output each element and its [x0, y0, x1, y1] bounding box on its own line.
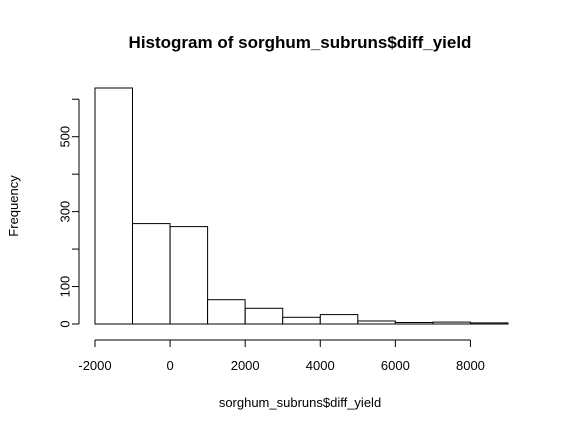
x-tick-label: 0: [166, 358, 173, 373]
histogram-bar: [169, 226, 209, 325]
x-tick-label: 6000: [381, 358, 410, 373]
chart-title: Histogram of sorghum_subruns$diff_yield: [129, 33, 472, 52]
y-axis: 0 100 300 500: [58, 98, 80, 328]
x-tick-label: -2000: [78, 358, 111, 373]
histogram-bar: [207, 299, 246, 325]
y-tick-label: 500: [58, 126, 73, 148]
histogram-bar: [282, 316, 321, 325]
x-tick-label: 4000: [306, 358, 335, 373]
histogram-bar: [432, 321, 471, 325]
histogram-bar: [319, 314, 359, 325]
bars-group: [94, 87, 509, 325]
histogram-bar: [244, 307, 284, 325]
histogram-bar: [394, 322, 434, 325]
y-tick-label: 100: [58, 276, 73, 298]
histogram-bar: [470, 322, 509, 325]
x-tick-label: 8000: [456, 358, 485, 373]
histogram-bar: [94, 87, 133, 325]
histogram-bar: [357, 320, 396, 325]
histogram-bar: [132, 223, 171, 325]
y-tick-label: 300: [58, 201, 73, 223]
x-tick-label: 2000: [231, 358, 260, 373]
y-tick-label: 0: [58, 320, 73, 327]
x-axis: -2000 0 2000 4000 6000 8000: [78, 339, 485, 373]
x-axis-label: sorghum_subruns$diff_yield: [219, 395, 381, 410]
y-axis-label: Frequency: [6, 175, 21, 237]
